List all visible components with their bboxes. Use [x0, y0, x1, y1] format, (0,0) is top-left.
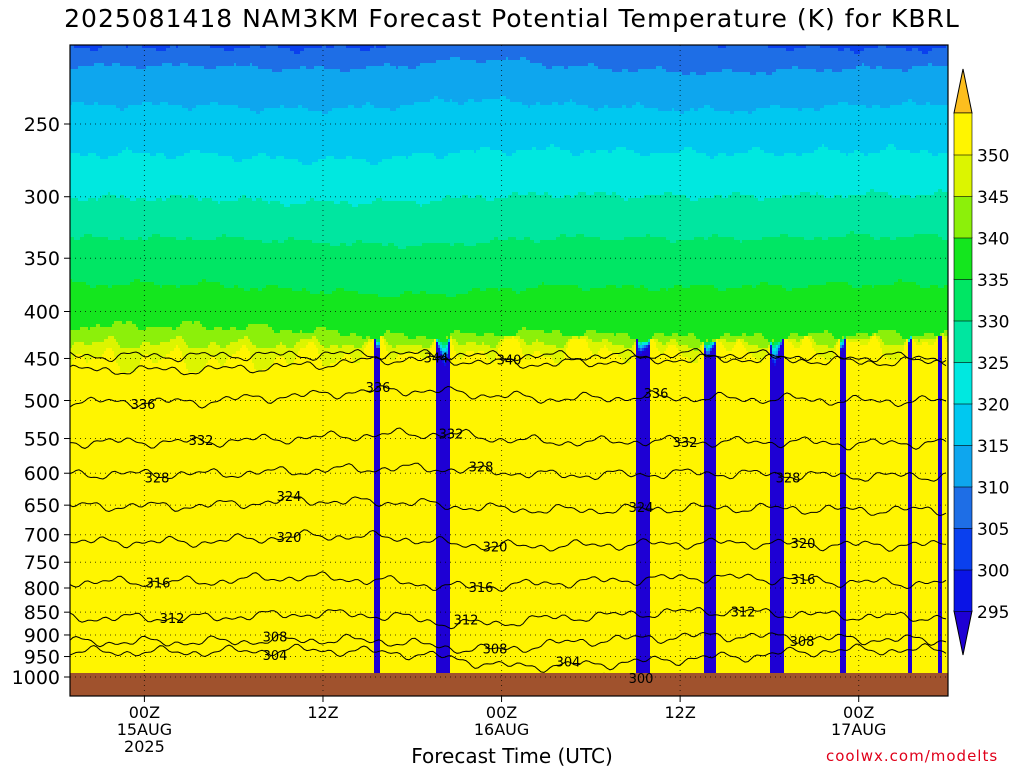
- contour-label: 336: [644, 387, 669, 402]
- contour-label: 312: [731, 606, 756, 621]
- colorbar-swatch: [953, 444, 973, 488]
- y-tick-label: 500: [24, 391, 60, 413]
- contour-label: 308: [483, 642, 508, 657]
- y-tick-label: 300: [24, 187, 60, 209]
- contour-label: 336: [131, 398, 156, 413]
- y-tick-label: 800: [24, 578, 60, 600]
- contour-label: 340: [497, 353, 522, 368]
- colorbar-label: 315: [977, 437, 1009, 457]
- contour-label: 320: [791, 537, 816, 552]
- colorbar-label: 335: [977, 271, 1009, 291]
- colorbar-swatch: [953, 486, 973, 529]
- colorbar-label: 295: [977, 603, 1009, 623]
- contour-label: 312: [160, 612, 185, 627]
- chart-title: 2025081418 NAM3KM Forecast Potential Tem…: [64, 4, 960, 33]
- colorbar-swatch: [953, 112, 973, 156]
- colorbar-swatch: [953, 237, 973, 280]
- ground-surface: [70, 672, 948, 696]
- x-tick-label: 17AUG: [831, 720, 886, 739]
- contour-line-316: [70, 571, 947, 593]
- plot-frame: [69, 44, 949, 697]
- contour-label: 304: [556, 656, 581, 671]
- y-tick-label: 700: [24, 525, 60, 547]
- colorbar-swatch: [953, 195, 973, 239]
- colorbar-swatch: [953, 527, 973, 571]
- colorbar-label: 300: [977, 562, 1009, 582]
- contour-label: 328: [469, 460, 494, 475]
- colorbar-label: 310: [977, 479, 1009, 499]
- colorbar-label: 325: [977, 354, 1009, 374]
- colorbar-swatch: [953, 320, 973, 363]
- contour-label: 304: [263, 649, 288, 664]
- contour-label: 332: [439, 427, 464, 442]
- x-tick-label: 00Z: [486, 703, 517, 722]
- colorbar-swatch: [953, 361, 973, 405]
- y-tick-label: 550: [24, 429, 60, 451]
- y-tick-label: 350: [24, 248, 60, 270]
- contour-label: 336: [366, 381, 391, 396]
- colorbar-swatch: [953, 278, 973, 322]
- colorbar-swatch: [953, 610, 973, 656]
- contour-line-304: [70, 643, 947, 673]
- y-tick-label: 950: [24, 647, 60, 669]
- contour-label: 320: [483, 541, 508, 556]
- colorbar-swatch: [953, 403, 973, 446]
- x-tick-label: 16AUG: [474, 720, 529, 739]
- contour-label: 316: [146, 576, 171, 591]
- colorbar-swatch: [953, 569, 973, 612]
- contour-label: 332: [189, 434, 214, 449]
- y-tick-label: 600: [24, 463, 60, 485]
- contour-label: 332: [673, 436, 698, 451]
- contour-label: 328: [776, 471, 801, 486]
- y-tick-label: 900: [24, 625, 60, 647]
- contour-label: 300: [629, 672, 654, 687]
- colorbar-label: 330: [977, 313, 1009, 333]
- contour-line-340: [70, 353, 947, 376]
- x-tick-label: 15AUG: [117, 720, 172, 739]
- contour-line-336: [70, 385, 947, 409]
- colorbar-swatch: [953, 68, 973, 114]
- x-tick-label: 12Z: [307, 703, 338, 722]
- contour-label: 312: [454, 614, 479, 629]
- contour-label: 324: [277, 490, 302, 505]
- contour-line-324: [70, 495, 947, 517]
- y-tick-label: 650: [24, 495, 60, 517]
- contour-line-344: [70, 348, 947, 363]
- theta-fill-layer: [70, 45, 948, 696]
- x-tick-label: 12Z: [664, 703, 695, 722]
- contour-line-328: [70, 462, 947, 482]
- contour-label: 324: [629, 501, 654, 516]
- contour-label: 316: [791, 573, 816, 588]
- y-tick-label: 450: [24, 348, 60, 370]
- contour-label: 344: [424, 351, 449, 366]
- y-tick-label: 1000: [12, 667, 60, 689]
- x-axis-label: Forecast Time (UTC): [411, 744, 613, 768]
- colorbar-label: 320: [977, 396, 1009, 416]
- contour-label: 320: [277, 531, 302, 546]
- colorbar-swatch: [953, 154, 973, 197]
- colorbar-label: 340: [977, 230, 1009, 250]
- contour-line-308: [70, 631, 947, 654]
- contour-label: 328: [145, 471, 170, 486]
- y-tick-label: 400: [24, 301, 60, 323]
- colorbar-label: 350: [977, 147, 1009, 167]
- contour-line-320: [70, 529, 947, 552]
- contour-line-layer: [70, 348, 947, 693]
- y-tick-label: 250: [24, 114, 60, 136]
- contour-label: 308: [263, 631, 288, 646]
- x-tick-label: 00Z: [843, 703, 874, 722]
- colorbar-label: 305: [977, 520, 1009, 540]
- contour-label: 316: [469, 581, 494, 596]
- y-tick-label: 750: [24, 552, 60, 574]
- colorbar-label: 345: [977, 188, 1009, 208]
- y-tick-label: 850: [24, 602, 60, 624]
- contour-label: 308: [790, 635, 815, 650]
- x-tick-label: 2025: [124, 737, 165, 756]
- x-tick-label: 00Z: [129, 703, 160, 722]
- credit-link[interactable]: coolwx.com/modelts: [826, 747, 999, 765]
